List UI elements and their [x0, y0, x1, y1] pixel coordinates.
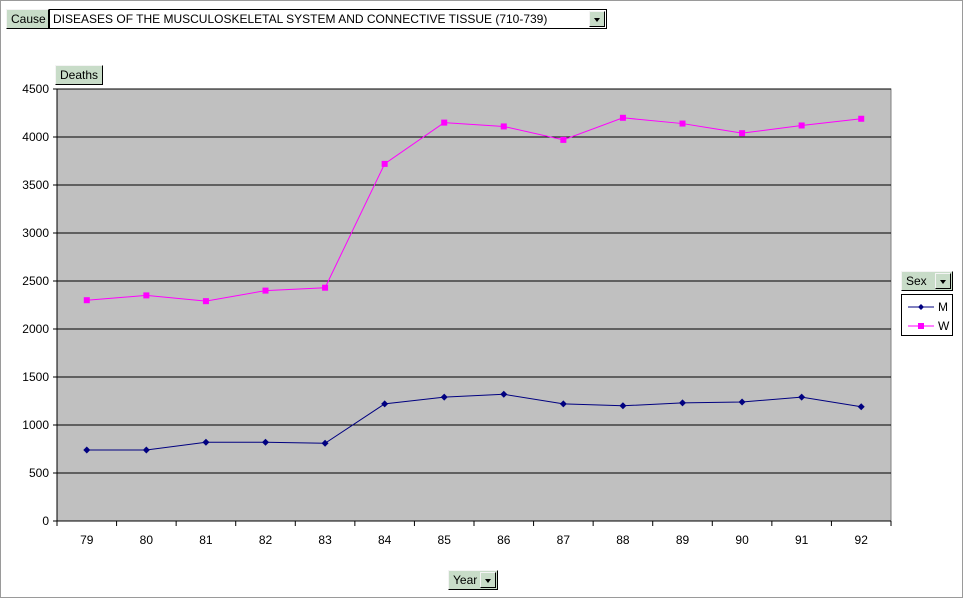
- y-tick-label: 500: [29, 466, 49, 480]
- data-point-m: [202, 438, 210, 446]
- legend-entry-w: W: [906, 319, 952, 333]
- data-point-w: [381, 160, 388, 167]
- data-point-w: [858, 115, 865, 122]
- year-field-label: Year: [453, 573, 478, 587]
- data-point-m: [321, 439, 329, 447]
- data-point-m: [262, 438, 269, 446]
- x-tick-label: 89: [676, 533, 690, 547]
- data-point-w: [679, 120, 686, 127]
- y-tick-label: 4500: [22, 82, 49, 96]
- data-point-w: [500, 123, 507, 130]
- series-line-w: [86, 117, 862, 302]
- data-point-w: [262, 287, 269, 294]
- y-tick-label: 2000: [22, 322, 49, 336]
- data-point-w: [560, 136, 567, 143]
- y-tick-label: 3500: [22, 178, 49, 192]
- data-point-m: [738, 398, 746, 406]
- data-point-m: [83, 446, 91, 454]
- legend-marker-m: [908, 304, 934, 310]
- legend-label-m: M: [938, 300, 948, 314]
- legend: M W: [901, 294, 953, 336]
- data-point-w: [619, 114, 626, 121]
- data-point-w: [202, 298, 209, 305]
- chevron-down-icon[interactable]: [935, 273, 951, 289]
- cause-field-label: Cause: [11, 12, 46, 26]
- data-point-w: [322, 284, 329, 291]
- sex-series-field-button[interactable]: Sex: [901, 271, 953, 291]
- sex-field-label: Sex: [906, 274, 927, 288]
- y-tick-label: 4000: [22, 130, 49, 144]
- series-line-m: [86, 393, 862, 451]
- chevron-down-icon[interactable]: [589, 11, 605, 27]
- data-point-m: [619, 402, 627, 410]
- x-tick-label: 79: [80, 533, 94, 547]
- plot-area: [56, 88, 892, 522]
- legend-entry-m: M: [906, 300, 952, 314]
- data-point-w: [739, 130, 746, 137]
- x-tick-label: 85: [438, 533, 452, 547]
- data-point-w: [441, 119, 448, 126]
- data-point-m: [679, 399, 686, 407]
- x-tick-label: 82: [259, 533, 273, 547]
- y-tick-label: 2500: [22, 274, 49, 288]
- legend-label-w: W: [938, 319, 950, 333]
- x-tick-label: 84: [378, 533, 392, 547]
- data-point-m: [798, 393, 806, 401]
- x-tick-label: 83: [318, 533, 332, 547]
- x-tick-label: 91: [795, 533, 809, 547]
- data-point-m: [381, 400, 389, 408]
- deaths-data-field-button[interactable]: Deaths: [55, 65, 103, 85]
- data-point-w: [83, 297, 90, 304]
- data-point-m: [500, 390, 508, 398]
- deaths-field-label: Deaths: [60, 68, 99, 82]
- x-tick-label: 90: [735, 533, 749, 547]
- cause-dropdown[interactable]: DISEASES OF THE MUSCULOSKELETAL SYSTEM A…: [49, 9, 607, 29]
- data-point-m: [440, 393, 448, 401]
- data-point-w: [798, 122, 805, 129]
- data-point-w: [143, 292, 150, 299]
- x-tick-label: 87: [557, 533, 571, 547]
- cause-field-button[interactable]: Cause: [6, 9, 49, 29]
- y-tick-label: 0: [42, 514, 49, 528]
- data-point-m: [142, 446, 150, 454]
- data-point-m: [559, 400, 567, 408]
- legend-marker-w: [908, 323, 934, 329]
- x-tick-label: 92: [855, 533, 869, 547]
- y-tick-label: 1000: [22, 418, 49, 432]
- chevron-down-icon[interactable]: [480, 572, 496, 588]
- cause-dropdown-value: DISEASES OF THE MUSCULOSKELETAL SYSTEM A…: [53, 12, 548, 26]
- x-tick-label: 80: [140, 533, 154, 547]
- x-tick-label: 86: [497, 533, 511, 547]
- data-point-m: [857, 403, 865, 411]
- year-category-field-button[interactable]: Year: [448, 570, 498, 590]
- y-tick-label: 3000: [22, 226, 49, 240]
- x-tick-label: 81: [199, 533, 213, 547]
- y-tick-label: 1500: [22, 370, 49, 384]
- x-tick-label: 88: [616, 533, 630, 547]
